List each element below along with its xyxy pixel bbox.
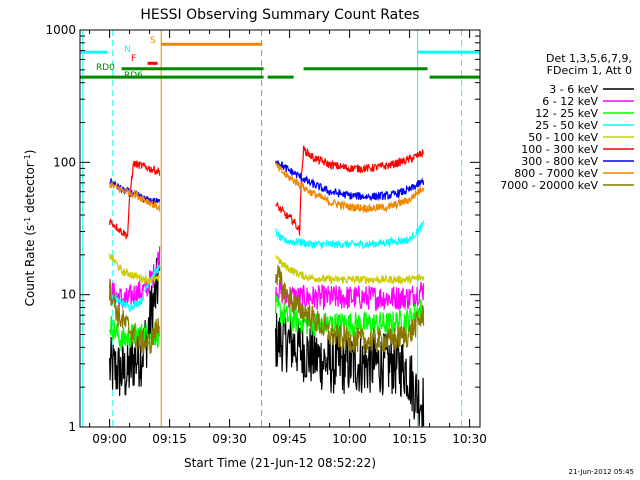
- legend-label: 25 - 50 keV: [535, 119, 598, 132]
- series-line: [275, 162, 425, 214]
- chart-title: HESSI Observing Summary Count Rates: [140, 7, 419, 23]
- series-line: [275, 160, 425, 202]
- y-axis-label-part: detector: [23, 162, 37, 217]
- flag-label: F: [131, 54, 136, 64]
- y-axis-label-part: -1: [23, 217, 32, 225]
- series-line: [109, 279, 161, 354]
- y-axis: 1 10 100 1000: [45, 23, 480, 434]
- y-tick-label: 10: [61, 288, 76, 302]
- legend-title: Det 1,3,5,6,7,9,: [546, 52, 632, 65]
- x-tick-label: 09:45: [272, 432, 307, 446]
- series-lines: [109, 145, 425, 427]
- legend-label: 6 - 12 keV: [542, 95, 598, 108]
- flag-label: RD0: [96, 63, 115, 73]
- series-line: [109, 254, 161, 396]
- legend-label: 800 - 7000 keV: [514, 167, 598, 180]
- plot-frame: [79, 29, 481, 428]
- flag-label: S: [150, 36, 156, 46]
- y-tick-label: 1: [68, 420, 76, 434]
- x-axis: 09:00 09:15 09:30 09:45 10:00 10:15 10:30: [89, 30, 487, 446]
- x-axis-label: Start Time (21-Jun-12 08:52:22): [184, 456, 376, 470]
- y-axis-label-part: -1: [23, 154, 32, 162]
- legend-label: 300 - 800 keV: [521, 155, 598, 168]
- series-line: [275, 254, 425, 286]
- x-tick-label: 09:00: [92, 432, 127, 446]
- x-tick-label: 10:00: [332, 432, 367, 446]
- series-line: [275, 295, 425, 337]
- x-tick-label: 10:15: [392, 432, 427, 446]
- series-line: [275, 279, 425, 312]
- series-line: [109, 246, 161, 310]
- legend: Det 1,3,5,6,7,9,FDecim 1, Att 0 3 - 6 keV…: [500, 52, 634, 192]
- legend-label: 100 - 300 keV: [521, 143, 598, 156]
- flag-bars: N S F RD0 RD6: [80, 36, 480, 81]
- footer-date: 21-Jun-2012 05:45: [568, 468, 635, 476]
- y-tick-label: 1000: [45, 23, 76, 37]
- y-axis-label-part: Count Rate (s: [23, 225, 37, 307]
- legend-label: 7000 - 20000 keV: [500, 179, 598, 192]
- x-tick-label: 09:30: [212, 432, 247, 446]
- x-tick-label: 10:30: [452, 432, 487, 446]
- series-line: [275, 264, 425, 354]
- legend-label: 3 - 6 keV: [549, 83, 598, 96]
- series-line: [275, 220, 425, 251]
- legend-label: 12 - 25 keV: [535, 107, 598, 120]
- y-axis-label: Count Rate (s-1 detector-1): [23, 150, 38, 307]
- series-line: [275, 145, 425, 236]
- legend-title: FDecim 1, Att 0: [547, 64, 632, 77]
- series-line: [275, 309, 425, 427]
- x-tick-label: 09:15: [152, 432, 187, 446]
- flag-label: RD6: [124, 71, 143, 81]
- legend-label: 50 - 100 keV: [528, 131, 598, 144]
- y-axis-label-part: ): [23, 150, 37, 155]
- flag-label: N: [124, 45, 131, 55]
- series-line: [109, 264, 161, 313]
- series-line: [109, 181, 161, 212]
- y-tick-label: 100: [53, 155, 76, 169]
- series-line: [109, 253, 161, 286]
- series-line: [109, 160, 161, 240]
